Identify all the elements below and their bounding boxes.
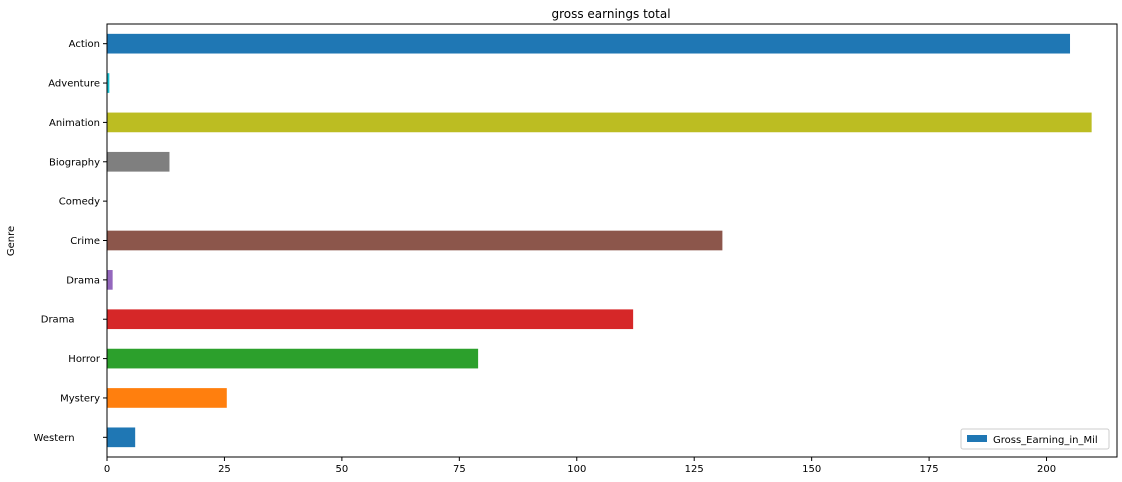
y-tick-label: Drama	[66, 275, 100, 286]
chart-title: gross earnings total	[551, 7, 670, 21]
legend-box	[960, 428, 1110, 450]
x-tick-label: 50	[336, 464, 349, 475]
bar	[107, 73, 110, 93]
x-tick-label: 200	[1037, 464, 1056, 475]
y-tick-label: Comedy	[59, 197, 100, 208]
bars-group	[107, 33, 1092, 448]
bar	[107, 348, 479, 369]
y-tick-label: Horror	[68, 354, 101, 365]
x-tick-label: 175	[920, 464, 939, 475]
y-tick-label: Animation	[49, 118, 100, 129]
y-tick-label: Biography	[49, 157, 100, 168]
x-tick-label: 100	[567, 464, 586, 475]
y-tick-label: Adventure	[48, 79, 100, 90]
legend-swatch	[967, 435, 987, 442]
y-tick-label: Crime	[70, 236, 100, 247]
bar	[107, 270, 113, 290]
bar	[107, 388, 227, 408]
x-tick-label: 125	[685, 464, 704, 475]
y-tick-label: Mystery	[60, 393, 100, 404]
legend: Gross_Earning_in_Mil	[960, 428, 1110, 450]
y-tick-label: Action	[69, 39, 100, 50]
x-ticks-group: 0 25 50 75 100 125 150 175 200	[104, 457, 1056, 475]
bar	[107, 112, 1092, 133]
plot-frame	[106, 23, 1118, 458]
bar	[107, 33, 1071, 54]
y-tick-label: Western	[34, 433, 100, 444]
y-tick-label: Drama	[41, 315, 100, 326]
x-tick-label: 150	[802, 464, 821, 475]
y-ticks-group: Action Adventure Animation Biography Comedy C…	[34, 39, 107, 444]
x-tick-label: 0	[104, 464, 110, 475]
x-tick-label: 25	[218, 464, 231, 475]
x-tick-label: 75	[453, 464, 466, 475]
bar	[107, 230, 723, 251]
bar	[107, 151, 170, 172]
y-axis-title: Genre	[6, 226, 17, 256]
legend-label: Gross_Earning_in_Mil	[993, 435, 1098, 446]
bar	[107, 309, 634, 330]
bar	[107, 427, 136, 448]
